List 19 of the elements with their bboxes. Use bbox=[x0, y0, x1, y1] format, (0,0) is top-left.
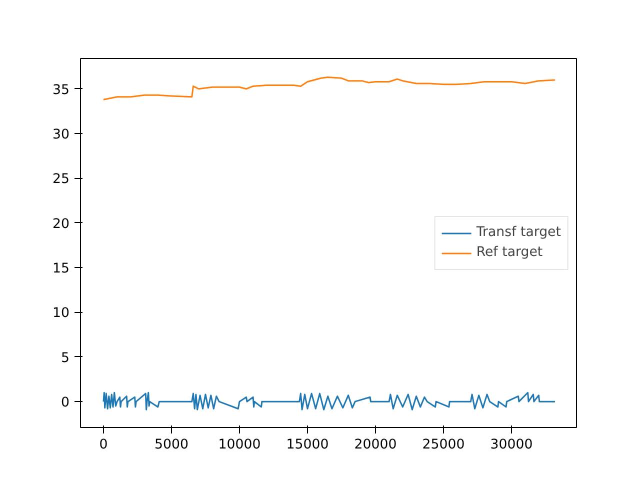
line-series bbox=[102, 76, 556, 100]
y-tick-label: 35 bbox=[52, 82, 70, 98]
y-tick-label: 20 bbox=[52, 216, 70, 232]
line-series bbox=[102, 392, 556, 410]
x-tick-label: 30000 bbox=[490, 438, 533, 452]
x-tick-label: 20000 bbox=[354, 438, 397, 452]
x-tick-label: 25000 bbox=[422, 438, 465, 452]
x-tick-label: 15000 bbox=[286, 438, 329, 452]
y-tick-label: 25 bbox=[52, 172, 70, 188]
y-tick-label: 15 bbox=[52, 262, 70, 277]
y-tick-label: 10 bbox=[52, 306, 70, 322]
x-tick-label: 0 bbox=[99, 438, 108, 452]
y-tick-label: 0 bbox=[61, 396, 70, 411]
x-tick-label: 10000 bbox=[218, 438, 261, 452]
y-tick-label: 30 bbox=[52, 128, 70, 143]
x-tick-label: 5000 bbox=[154, 438, 188, 452]
legend-label: Ref target bbox=[476, 245, 543, 260]
y-tick-label: 5 bbox=[61, 350, 70, 366]
legend-label: Transf target bbox=[476, 225, 561, 240]
